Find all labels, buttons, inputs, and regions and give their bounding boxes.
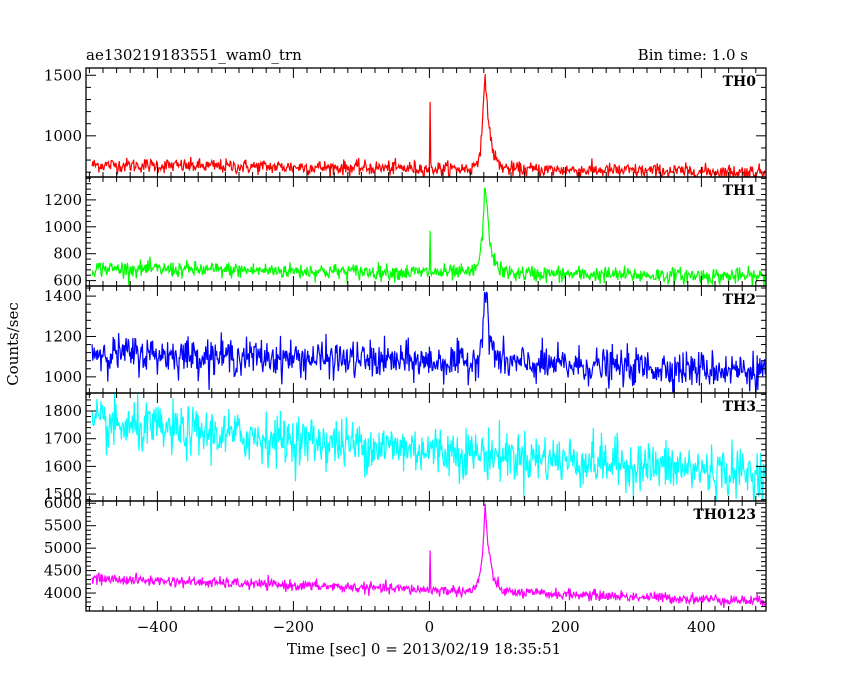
y-tick-label: 1700	[44, 430, 82, 448]
y-tick-label: 4500	[44, 562, 82, 580]
panel-th0: 1000 1500 TH0	[44, 66, 767, 178]
panel-frame	[85, 500, 767, 612]
y-tick-label: 5000	[44, 539, 82, 557]
y-tick-label: 1500	[44, 485, 82, 503]
panel-th3: 1500 1600 1700 1800 TH3	[44, 392, 767, 503]
y-tick-label: 1500	[44, 66, 82, 84]
y-tick-label: 1400	[44, 287, 82, 305]
y-tick-label: 6000	[44, 494, 82, 512]
x-tick-label: −200	[273, 618, 314, 636]
series-line-th0	[91, 73, 766, 177]
y-tick-label: 1000	[44, 368, 82, 386]
x-tick-label: 200	[551, 618, 580, 636]
series-line-th0123	[91, 503, 766, 609]
panel-th0123: 4000 4500 5000 5500 6000 TH0123	[44, 494, 767, 612]
bin-time-label: Bin time: 1.0 s	[638, 46, 748, 64]
panel-label: TH1	[723, 183, 756, 199]
plot-title: ae130219183551_wam0_trn	[86, 46, 302, 64]
y-tick-label: 1000	[44, 127, 82, 145]
x-tick-label: 0	[425, 618, 435, 636]
panel-th2: 1000 1200 1400 TH2	[44, 285, 767, 394]
x-axis-title: Time [sec] 0 = 2013/02/19 18:35:51	[287, 640, 561, 658]
y-tick-label: 600	[53, 272, 82, 290]
y-tick-label: 1800	[44, 402, 82, 420]
series-line-th2	[91, 291, 766, 393]
x-tick-label: −400	[137, 618, 178, 636]
series-line-th3	[91, 393, 766, 501]
panel-label: TH0123	[693, 507, 756, 523]
x-tick-label: 400	[687, 618, 716, 636]
y-tick-label: 4000	[44, 584, 82, 602]
y-tick-label: 1000	[44, 218, 82, 236]
panels-group: 1000 1500 TH0 600 800 1000 1200 TH1 1000 1200 1400…	[44, 66, 767, 636]
y-axis-title: Counts/sec	[4, 302, 22, 386]
panel-label: TH2	[723, 292, 756, 308]
panel-label: TH3	[723, 399, 756, 415]
panel-th1: 600 800 1000 1200 TH1	[44, 176, 767, 290]
panel-label: TH0	[723, 74, 757, 90]
y-tick-label: 1200	[44, 191, 82, 209]
y-tick-label: 800	[53, 245, 82, 263]
series-line-th1	[91, 187, 766, 286]
y-tick-label: 1200	[44, 327, 82, 345]
y-tick-label: 5500	[44, 517, 82, 535]
panel-frame	[85, 67, 767, 178]
y-tick-label: 1600	[44, 457, 82, 475]
